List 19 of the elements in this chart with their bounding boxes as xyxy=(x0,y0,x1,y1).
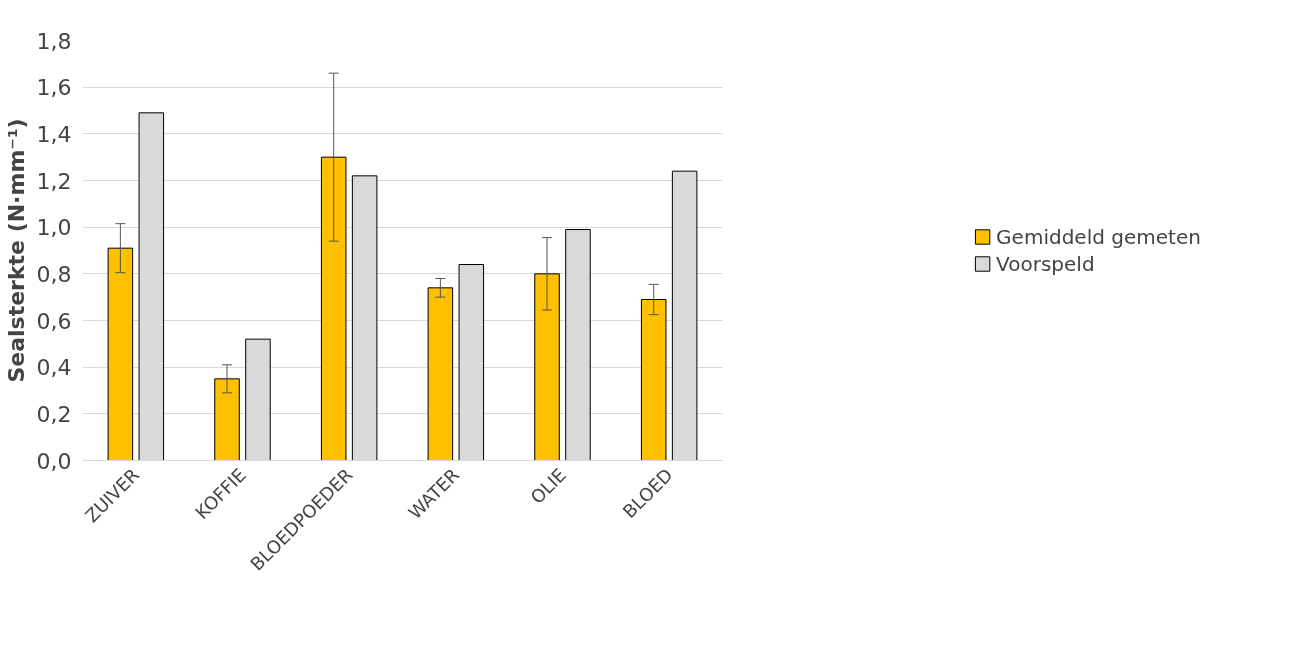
y-tick-label: 0,8 xyxy=(36,261,72,287)
y-tick-label: 1,4 xyxy=(36,121,72,147)
bar xyxy=(640,299,667,461)
y-tick-label: 1,0 xyxy=(36,215,72,241)
bar xyxy=(534,273,560,461)
bar xyxy=(427,287,454,461)
y-tick-label: 0,2 xyxy=(36,401,72,427)
bar xyxy=(214,378,240,461)
legend-label: Gemiddeld gemeten xyxy=(996,224,1201,249)
y-tick-label: 1,8 xyxy=(36,28,72,54)
y-tick-label: 1,6 xyxy=(36,75,72,101)
y-tick-label: 0,6 xyxy=(36,308,72,334)
y-tick-label: 0,4 xyxy=(36,355,72,381)
y-tick-label: 1,2 xyxy=(36,168,72,194)
y-axis-title: Sealsterkte (N·mm⁻¹) xyxy=(3,118,29,383)
bar xyxy=(320,156,347,461)
y-tick-label: 0,0 xyxy=(36,448,72,474)
bar xyxy=(107,247,134,461)
legend-label: Voorspeld xyxy=(996,251,1095,276)
